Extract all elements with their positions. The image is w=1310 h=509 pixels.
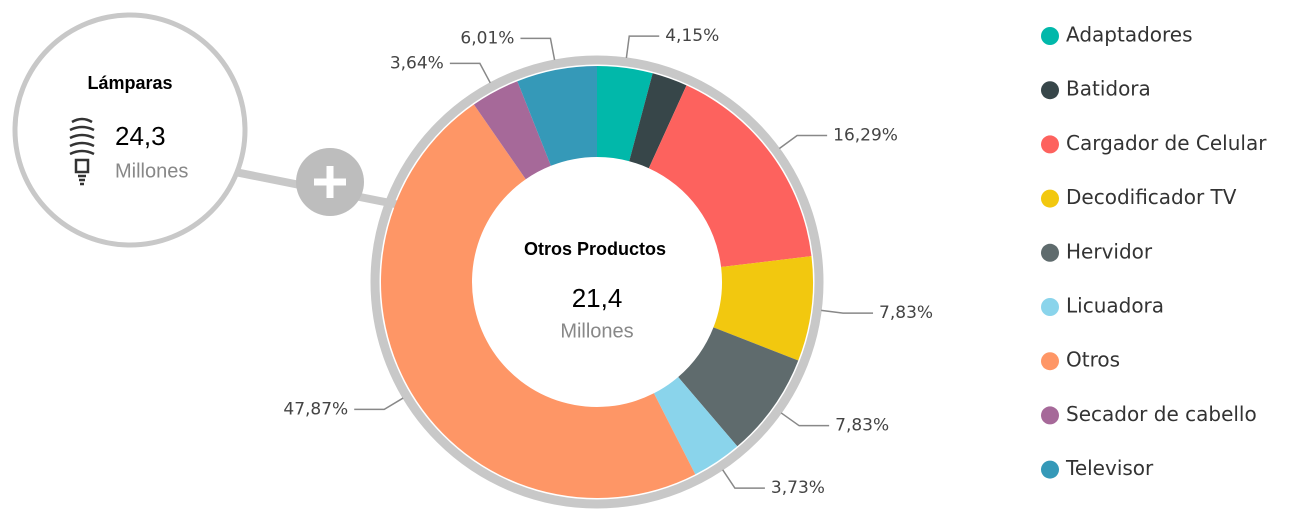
drill-unit: Millones: [115, 160, 188, 182]
legend-swatch: [1041, 352, 1059, 371]
slice: [629, 73, 687, 169]
drill-bubble: [12, 12, 248, 248]
legend-label: Secador de cabello: [1066, 402, 1257, 426]
drill-value: 24,3: [115, 121, 166, 151]
leader-line: [625, 35, 660, 59]
leader-line: [780, 412, 830, 427]
slice: [380, 104, 696, 499]
legend-label: Decodificador TV: [1066, 185, 1237, 209]
data-label: 16,29%: [833, 126, 898, 146]
data-label: 3,64%: [390, 53, 444, 73]
legend-swatch: [1041, 406, 1059, 425]
data-label: 4,15%: [665, 26, 719, 46]
data-label: 3,73%: [771, 478, 825, 498]
center-unit: Millones: [560, 320, 633, 342]
slice: [517, 66, 597, 166]
legend-swatch: [1041, 189, 1059, 208]
legend-label: Hervidor: [1066, 239, 1153, 263]
data-label: 47,87%: [283, 399, 348, 419]
legend-label: Licuadora: [1066, 294, 1164, 318]
center-value: 21,4: [572, 283, 623, 313]
data-label: 7,83%: [879, 303, 933, 323]
leader-line: [821, 309, 874, 314]
legend-swatch: [1041, 81, 1059, 100]
slice: [473, 81, 551, 180]
slice: [653, 377, 738, 475]
leader-line: [722, 469, 765, 489]
legend-label: Televisor: [1065, 456, 1154, 480]
legend-swatch: [1041, 135, 1059, 154]
center-title: Otros Productos: [524, 239, 666, 259]
legend-label: Adaptadores: [1066, 23, 1193, 47]
legend-label: Cargador de Celular: [1066, 131, 1267, 155]
drill-title: Lámparas: [87, 73, 172, 93]
data-label: 7,83%: [835, 416, 889, 436]
lamp-icon: [69, 117, 95, 186]
slice: [713, 256, 813, 361]
leader-line: [778, 134, 828, 150]
plus-icon: [314, 166, 346, 198]
leader-line: [520, 37, 556, 61]
legend-swatch: [1041, 298, 1059, 316]
slice: [648, 85, 812, 268]
leader-line: [449, 62, 491, 84]
legend-swatch: [1041, 460, 1059, 479]
legend-label: Batidora: [1066, 77, 1151, 101]
leader-line: [354, 397, 404, 411]
legend-swatch: [1041, 27, 1059, 45]
legend-swatch: [1041, 243, 1059, 262]
legend-label: Otros: [1066, 348, 1120, 372]
slice: [678, 327, 799, 447]
slice: [597, 66, 653, 162]
data-label: 6,01%: [460, 28, 514, 48]
ring: [370, 55, 824, 509]
